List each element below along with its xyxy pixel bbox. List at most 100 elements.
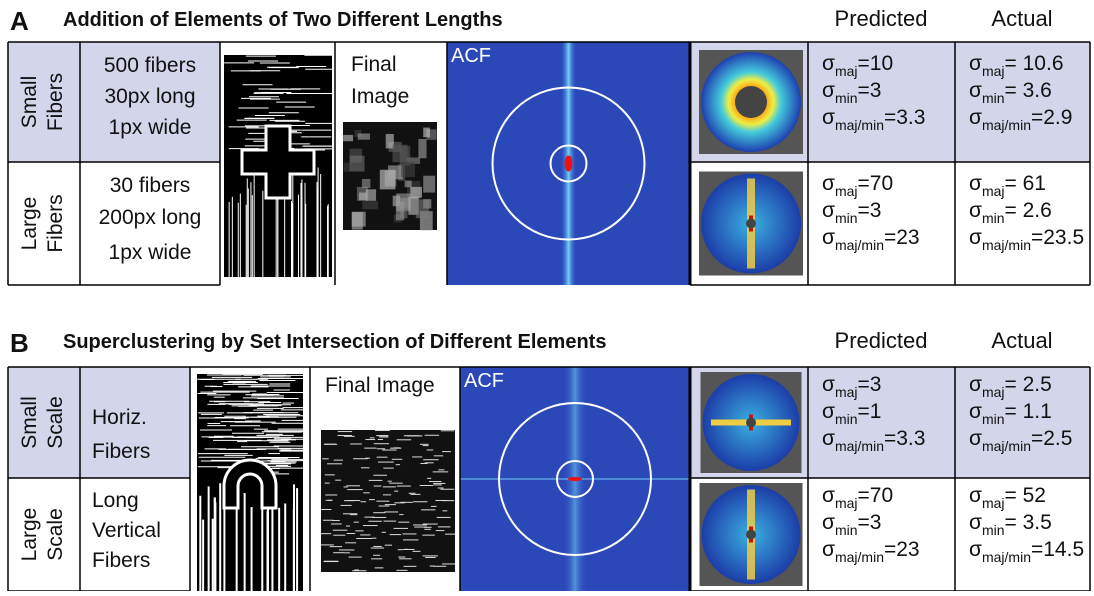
row-group-label: Scale bbox=[44, 396, 67, 449]
row-group-label: Small bbox=[18, 396, 41, 449]
sigma-subscript: maj/min bbox=[982, 237, 1031, 253]
blur-patch bbox=[405, 181, 412, 188]
sigma-symbol: σ bbox=[969, 427, 982, 450]
sigma-stat: σmaj=70 bbox=[822, 172, 893, 199]
sigma-subscript: min bbox=[835, 210, 858, 226]
sigma-stat: σmaj= 2.5 bbox=[969, 373, 1052, 400]
heatmap-mask bbox=[746, 418, 756, 428]
sigma-stat: σmaj=70 bbox=[822, 484, 893, 511]
sigma-subscript: maj/min bbox=[835, 438, 884, 454]
sigma-symbol: σ bbox=[969, 538, 982, 561]
sigma-subscript: min bbox=[982, 90, 1005, 106]
final-image-label: Final bbox=[351, 53, 397, 76]
panel-label: B bbox=[10, 328, 29, 358]
blur-patch bbox=[423, 176, 435, 193]
row-description: Vertical bbox=[92, 519, 161, 542]
heatmap-mask bbox=[746, 530, 756, 540]
blur-patch bbox=[362, 179, 371, 188]
sigma-value: =70 bbox=[858, 172, 894, 195]
sigma-symbol: σ bbox=[822, 52, 835, 75]
sigma-value: = 10.6 bbox=[1005, 52, 1064, 75]
blur-patch bbox=[366, 189, 376, 201]
sigma-subscript: min bbox=[835, 411, 858, 427]
panel-title: Superclustering by Set Intersection of D… bbox=[63, 331, 606, 353]
sigma-symbol: σ bbox=[969, 106, 982, 129]
sigma-symbol: σ bbox=[969, 79, 982, 102]
sigma-subscript: maj bbox=[835, 495, 858, 511]
sigma-value: =1 bbox=[858, 400, 882, 423]
sigma-value: = 61 bbox=[1005, 172, 1046, 195]
row-description: 1px wide bbox=[109, 241, 192, 264]
actual-header: Actual bbox=[991, 6, 1052, 31]
acf-center bbox=[568, 477, 582, 481]
sigma-value: =3 bbox=[858, 199, 882, 222]
acf-label: ACF bbox=[464, 370, 504, 392]
row-description: 1px wide bbox=[109, 116, 192, 139]
sigma-stat: σmin= 2.6 bbox=[969, 199, 1052, 226]
predicted-header: Predicted bbox=[835, 328, 928, 353]
blur-patch bbox=[359, 193, 367, 201]
row-description: 30px long bbox=[104, 85, 195, 108]
row-description: Horiz. bbox=[92, 406, 147, 429]
sigma-symbol: σ bbox=[969, 373, 982, 396]
sigma-value: =3 bbox=[858, 79, 882, 102]
actual-header: Actual bbox=[991, 328, 1052, 353]
sigma-stat: σmin= 3.6 bbox=[969, 79, 1052, 106]
sigma-value: =2.9 bbox=[1031, 106, 1072, 129]
blur-patch bbox=[416, 199, 429, 218]
sigma-value: =23.5 bbox=[1031, 226, 1084, 249]
sigma-value: =3 bbox=[858, 373, 882, 396]
sigma-symbol: σ bbox=[822, 511, 835, 534]
sigma-subscript: maj bbox=[982, 63, 1005, 79]
sigma-value: = 3.6 bbox=[1005, 79, 1052, 102]
blur-patch bbox=[401, 162, 415, 177]
acf-center bbox=[565, 156, 573, 172]
blur-patch bbox=[410, 187, 422, 198]
sigma-stat: σmaj= 61 bbox=[969, 172, 1046, 199]
sigma-stat: σmaj= 52 bbox=[969, 484, 1046, 511]
sigma-value: =70 bbox=[858, 484, 894, 507]
row-description: Fibers bbox=[92, 549, 150, 572]
sigma-value: =14.5 bbox=[1031, 538, 1084, 561]
sigma-subscript: maj/min bbox=[835, 237, 884, 253]
sigma-symbol: σ bbox=[969, 226, 982, 249]
sigma-symbol: σ bbox=[822, 484, 835, 507]
sigma-subscript: maj/min bbox=[835, 117, 884, 133]
sigma-value: =10 bbox=[858, 52, 894, 75]
row-description: Fibers bbox=[92, 440, 150, 463]
row-group-label: Fibers bbox=[44, 73, 67, 131]
sigma-subscript: min bbox=[982, 210, 1005, 226]
row-group-label: Large bbox=[18, 197, 41, 251]
sigma-symbol: σ bbox=[969, 484, 982, 507]
blur-patch bbox=[343, 135, 353, 141]
acf-label: ACF bbox=[451, 45, 491, 67]
blur-patch bbox=[358, 133, 370, 139]
sigma-symbol: σ bbox=[969, 199, 982, 222]
sigma-subscript: maj bbox=[835, 384, 858, 400]
sigma-symbol: σ bbox=[969, 52, 982, 75]
sigma-subscript: maj/min bbox=[982, 549, 1031, 565]
sigma-symbol: σ bbox=[822, 106, 835, 129]
sigma-value: = 2.5 bbox=[1005, 373, 1052, 396]
sigma-value: =2.5 bbox=[1031, 427, 1072, 450]
blur-patch bbox=[423, 128, 430, 138]
sigma-value: = 52 bbox=[1005, 484, 1046, 507]
blur-patch bbox=[392, 145, 407, 163]
sigma-value: = 3.5 bbox=[1005, 511, 1052, 534]
blur-patch bbox=[418, 139, 426, 158]
sigma-subscript: min bbox=[835, 90, 858, 106]
row-description: 200px long bbox=[99, 206, 202, 229]
sigma-subscript: maj/min bbox=[982, 117, 1031, 133]
sigma-symbol: σ bbox=[822, 373, 835, 396]
sigma-symbol: σ bbox=[822, 79, 835, 102]
sigma-value: =3.3 bbox=[884, 106, 925, 129]
sigma-symbol: σ bbox=[822, 427, 835, 450]
sigma-value: = 1.1 bbox=[1005, 400, 1052, 423]
sigma-symbol: σ bbox=[822, 400, 835, 423]
sigma-value: =23 bbox=[884, 538, 920, 561]
blur-patch bbox=[362, 201, 378, 209]
sigma-subscript: maj bbox=[982, 495, 1005, 511]
figure: AAddition of Elements of Two Different L… bbox=[0, 0, 1094, 591]
sigma-value: =3 bbox=[858, 511, 882, 534]
sigma-value: = 2.6 bbox=[1005, 199, 1052, 222]
